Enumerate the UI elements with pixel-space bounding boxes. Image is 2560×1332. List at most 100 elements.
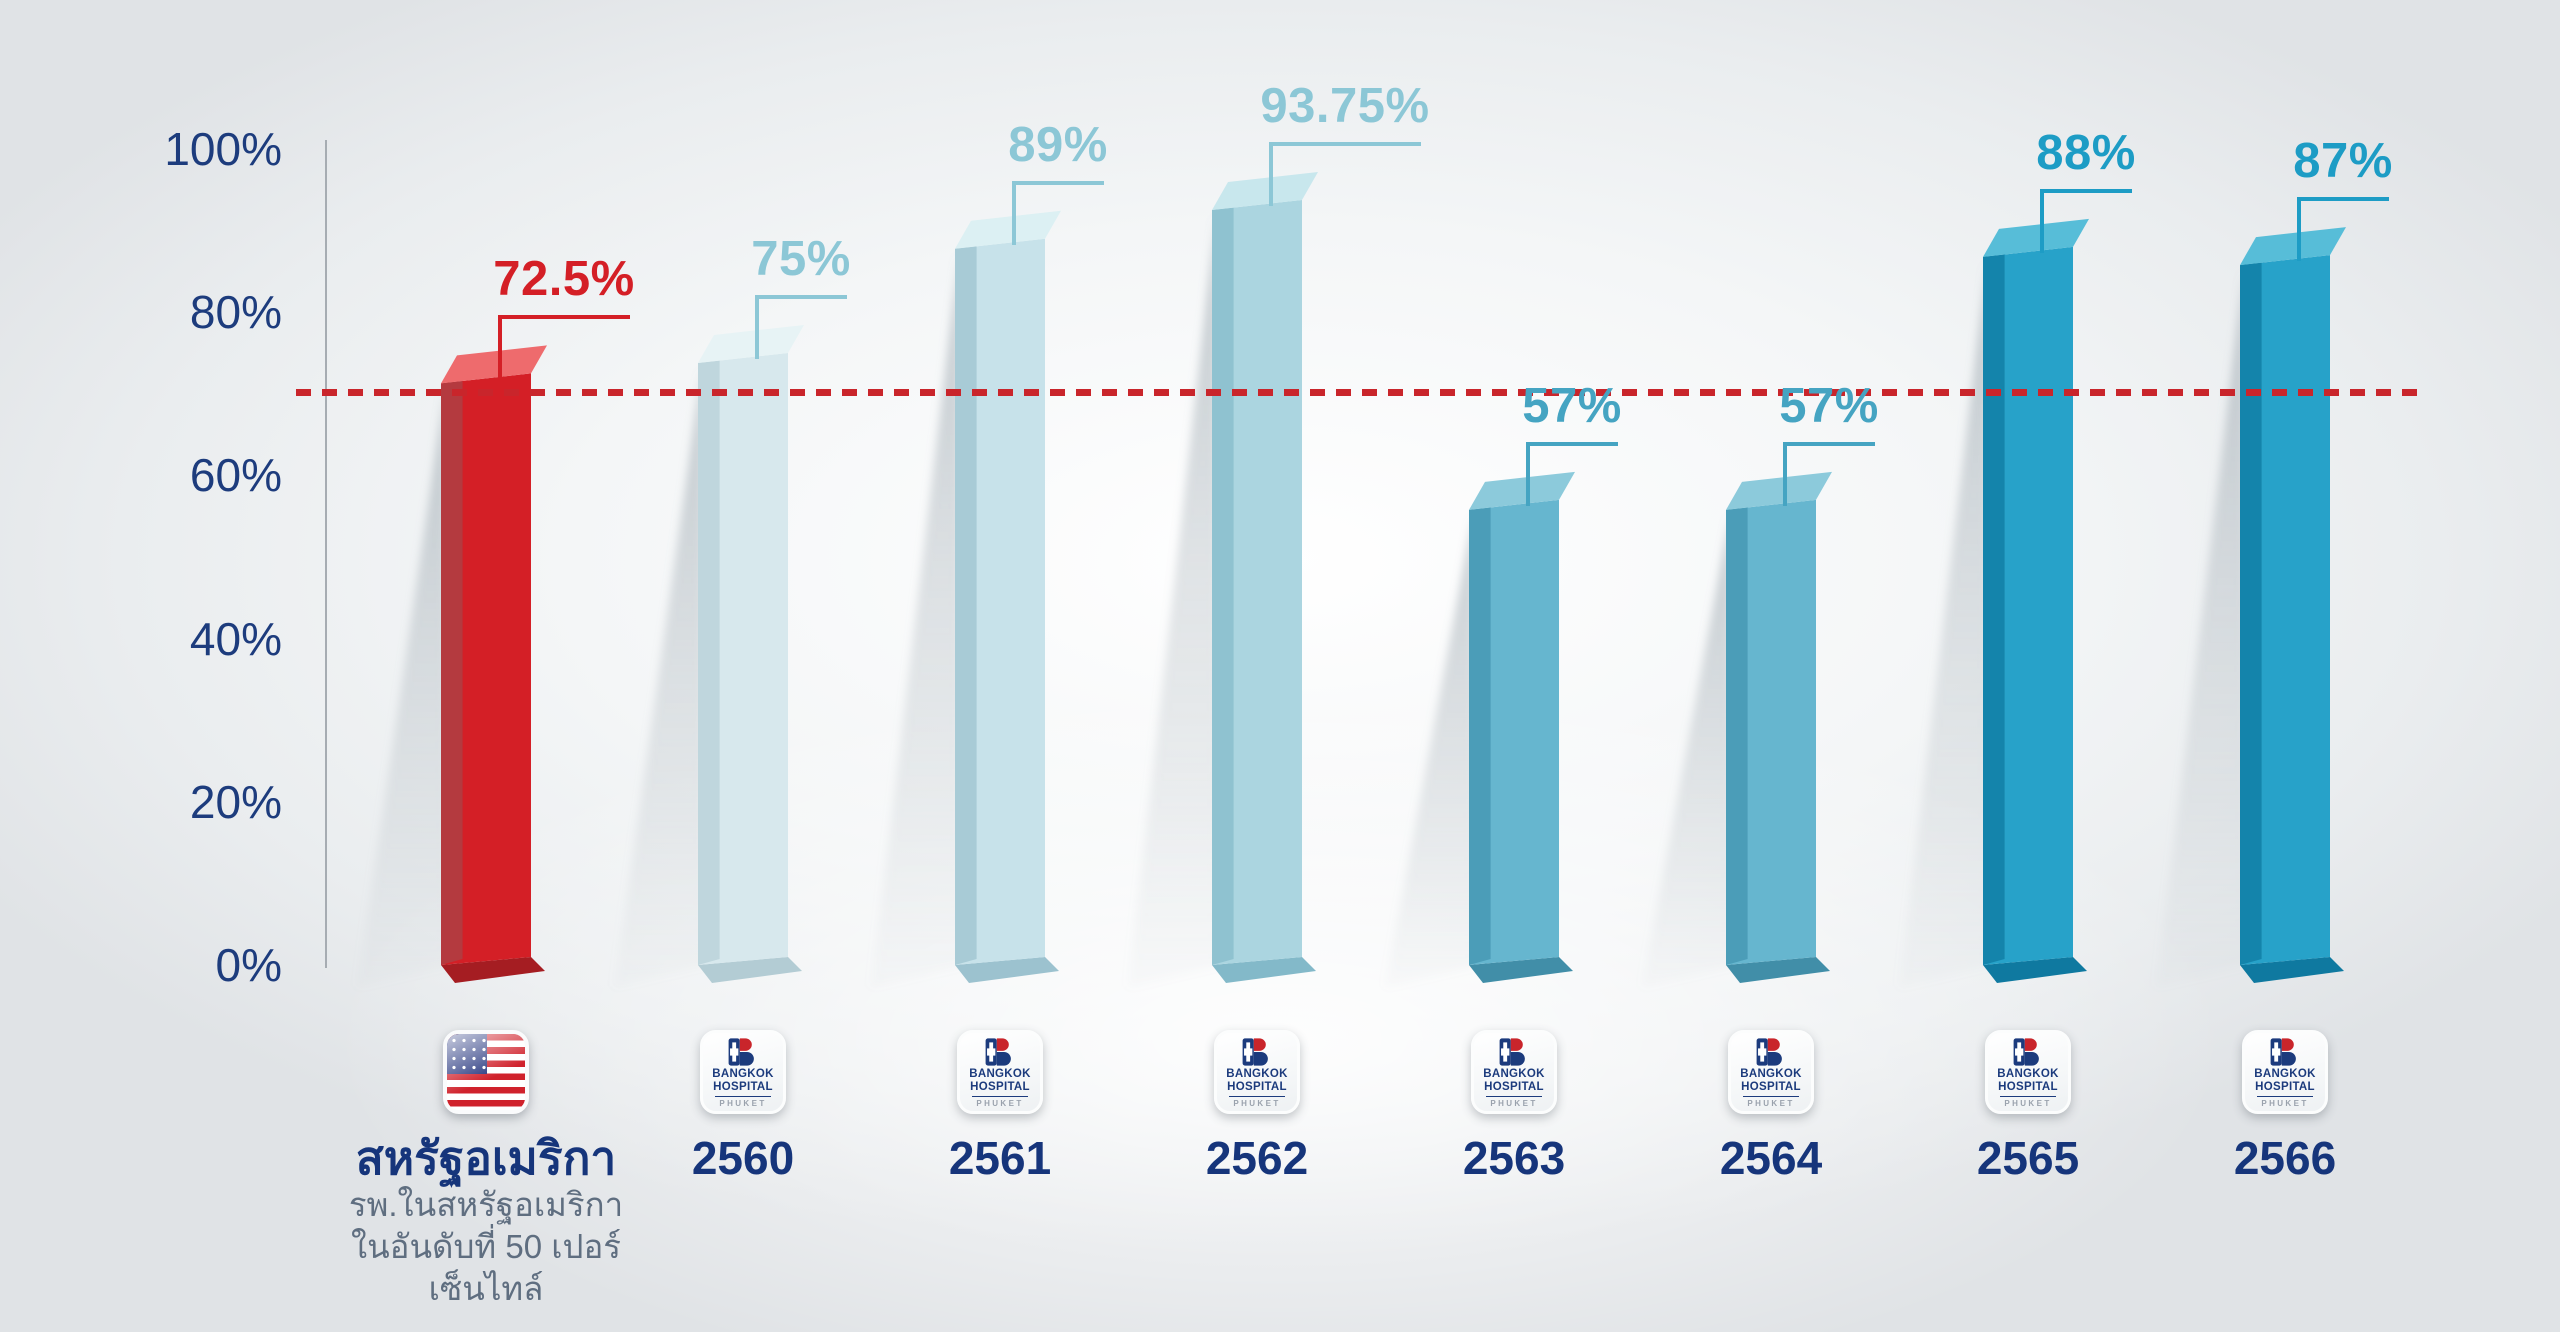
bar-สหรัฐอเมริกา-side (441, 381, 463, 965)
category-label: 2563 (1462, 1132, 1566, 1184)
logo-text-bangkok: BANGKOK (1483, 1068, 1545, 1080)
bar-สหรัฐอเมริกา-top (441, 345, 547, 384)
bar-2562-leader-horizontal (1269, 142, 1421, 146)
category-label: 2562 (1205, 1132, 1309, 1184)
bar-2566-side (2240, 262, 2262, 965)
logo-text-phuket: PHUKET (2261, 1099, 2309, 1108)
bangkok-hospital-logo-icon: BANGKOK HOSPITAL PHUKET (1728, 1030, 1814, 1114)
footer-cell-2564: BANGKOK HOSPITAL PHUKET 2564 (1621, 1030, 1921, 1184)
logo-text-bangkok: BANGKOK (969, 1068, 1031, 1080)
bar-2561-leader-horizontal (1012, 180, 1104, 185)
logo-text-hospital: HOSPITAL (1998, 1080, 2058, 1093)
bar-2563-side (1469, 507, 1491, 965)
hospital-b-mark-icon (1242, 1038, 1268, 1066)
category-label: 2565 (1976, 1132, 2080, 1184)
bar-2561-top (955, 210, 1061, 249)
category-sub-line-1: รพ.ในสหรัฐอเมริกา (348, 1186, 624, 1223)
bar-2564-shadow (1642, 515, 1734, 987)
y-axis-tick-label: 100% (164, 123, 282, 175)
y-axis-line (325, 140, 327, 968)
bar-2560-bottom (698, 957, 802, 983)
footer-cell-2562: BANGKOK HOSPITAL PHUKET 2562 (1107, 1030, 1407, 1184)
category-label: 2561 (948, 1132, 1052, 1184)
bangkok-hospital-logo-icon: BANGKOK HOSPITAL PHUKET (700, 1030, 786, 1114)
bar-2562-shadow (1128, 216, 1220, 987)
bar-2561-front (955, 238, 1045, 965)
bar-2564-front (1726, 499, 1816, 965)
bar-2563-front (1469, 499, 1559, 965)
bar-2564-side (1726, 507, 1748, 965)
hospital-b-mark-icon (985, 1038, 1011, 1066)
logo-divider (1486, 1095, 1542, 1097)
y-axis-tick-label: 20% (189, 775, 282, 828)
logo-text-phuket: PHUKET (1233, 1099, 1281, 1108)
bar-2565-top (1983, 218, 2089, 257)
bar-2562-top (1212, 172, 1318, 210)
bar-สหรัฐอเมริกา-leader-vertical (498, 315, 502, 380)
bar-2561-value-label: 89% (1008, 117, 1108, 172)
logo-divider (1229, 1095, 1285, 1097)
category-sub-line-2: ในอันดับที่ 50 เปอร์เซ็นไทล์ (351, 1228, 621, 1307)
bar-2565-bottom (1983, 957, 2087, 983)
logo-text-hospital: HOSPITAL (1227, 1080, 1287, 1093)
bar-2566-leader-vertical (2297, 197, 2301, 262)
hospital-b-mark-icon (728, 1038, 754, 1066)
bar-2562-leader-vertical (1269, 142, 1273, 206)
bar-2560-front (698, 353, 788, 965)
bar-2561-leader-vertical (1012, 180, 1016, 245)
logo-text-bangkok: BANGKOK (1740, 1068, 1802, 1080)
footer-cell-2565: BANGKOK HOSPITAL PHUKET 2565 (1878, 1030, 2178, 1184)
bar-2565-value-label: 88% (2036, 125, 2136, 180)
bar-2564-value-label: 57% (1779, 378, 1879, 433)
category-label: สหรัฐอเมริกา (355, 1132, 617, 1184)
bar-สหรัฐอเมริกา-leader-horizontal (498, 315, 630, 320)
bangkok-hospital-logo-icon: BANGKOK HOSPITAL PHUKET (957, 1030, 1043, 1114)
bar-2566-value-label: 87% (2293, 134, 2393, 189)
bangkok-hospital-logo-icon: BANGKOK HOSPITAL PHUKET (2242, 1030, 2328, 1114)
footer-cell-2561: BANGKOK HOSPITAL PHUKET 2561 (850, 1030, 1150, 1184)
logo-text-phuket: PHUKET (719, 1099, 767, 1108)
logo-divider (2000, 1095, 2056, 1097)
logo-text-bangkok: BANGKOK (712, 1068, 774, 1080)
logo-text-phuket: PHUKET (1747, 1099, 1795, 1108)
y-axis-tick-label: 40% (189, 612, 282, 665)
footer-cell-2560: BANGKOK HOSPITAL PHUKET 2560 (593, 1030, 893, 1184)
logo-text-phuket: PHUKET (2004, 1099, 2052, 1108)
logo-text-phuket: PHUKET (1490, 1099, 1538, 1108)
benchmark-dashed-line (296, 389, 2420, 397)
bar-2564-top (1726, 471, 1832, 510)
bar-2563-value-label: 57% (1522, 378, 1622, 433)
bar-2560-shadow (614, 369, 706, 987)
bar-2560-value-label: 75% (751, 232, 851, 286)
category-label: 2566 (2233, 1132, 2337, 1184)
footer-cell-2563: BANGKOK HOSPITAL PHUKET 2563 (1364, 1030, 1664, 1184)
hospital-b-mark-icon (1499, 1038, 1525, 1066)
logo-divider (1743, 1095, 1799, 1097)
bar-2566-leader-horizontal (2297, 197, 2389, 202)
usa-flag-icon (443, 1030, 529, 1114)
bar-2560-leader-horizontal (755, 295, 847, 299)
logo-text-hospital: HOSPITAL (1484, 1080, 1544, 1093)
bar-2565-front (1983, 246, 2073, 966)
logo-text-hospital: HOSPITAL (970, 1080, 1030, 1093)
bar-2563-bottom (1469, 957, 1573, 983)
bangkok-hospital-logo-icon: BANGKOK HOSPITAL PHUKET (1471, 1030, 1557, 1114)
bar-2566-front (2240, 255, 2330, 965)
logo-text-hospital: HOSPITAL (2255, 1080, 2315, 1093)
bar-2565-side (1983, 254, 2005, 965)
bar-2565-leader-horizontal (2040, 188, 2132, 193)
bar-2566-bottom (2240, 957, 2344, 983)
bar-สหรัฐอเมริกา-shadow (357, 389, 449, 987)
bar-2563-leader-horizontal (1526, 441, 1618, 446)
footer-cell-2566: BANGKOK HOSPITAL PHUKET 2566 (2135, 1030, 2435, 1184)
logo-text-hospital: HOSPITAL (713, 1080, 773, 1093)
logo-text-phuket: PHUKET (976, 1099, 1024, 1108)
bar-2561-side (955, 246, 977, 966)
bar-สหรัฐอเมริกา-bottom (441, 957, 545, 983)
bar-2562-side (1212, 207, 1234, 966)
bar-สหรัฐอเมริกา-value-label: 72.5% (493, 252, 635, 307)
bar-2564-bottom (1726, 957, 1830, 983)
bar-2561-bottom (955, 957, 1059, 983)
y-axis-tick-label: 0% (215, 939, 282, 991)
